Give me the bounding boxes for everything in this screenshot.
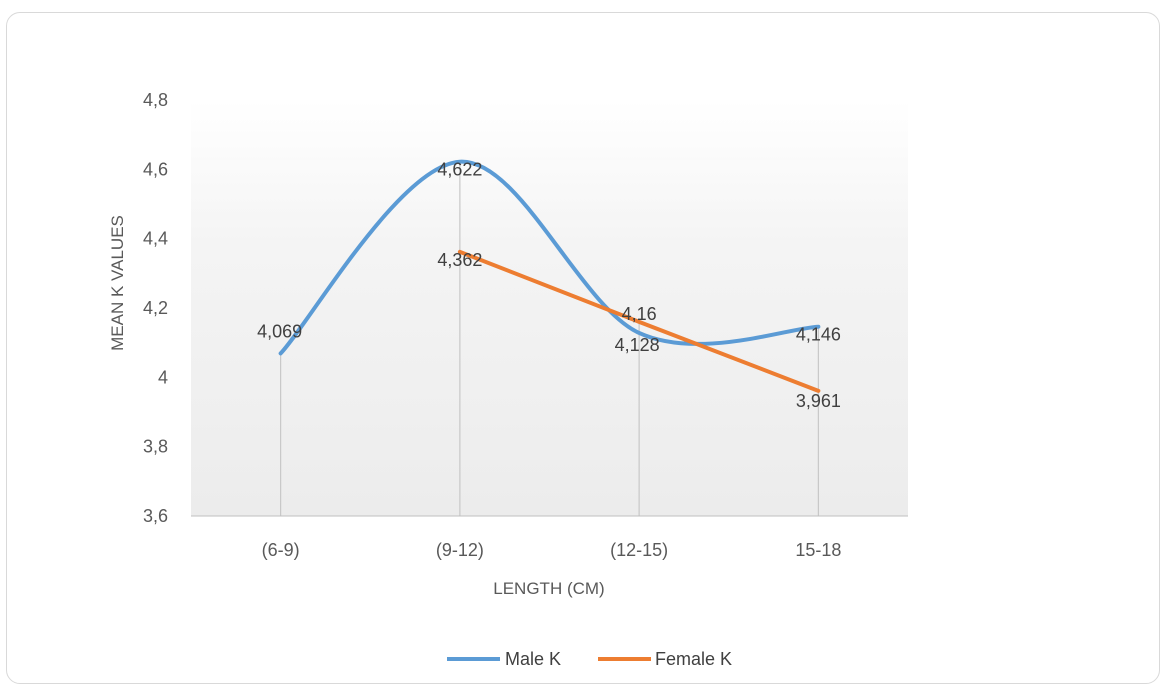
x-tick-label: (6-9) [262,540,300,560]
legend: Male K Female K [447,649,732,669]
data-label: 3,961 [796,391,841,411]
y-tick-label: 4 [158,367,168,387]
series-line-female-k [457,249,821,393]
x-axis-title: LENGTH (CM) [493,579,604,598]
y-axis-title: MEAN K VALUES [108,215,127,351]
y-tick-label: 3,6 [143,506,168,526]
data-label: 4,16 [622,304,657,324]
y-tick-label: 3,8 [143,437,168,457]
data-label: 4,622 [437,160,482,180]
data-label: 4,128 [615,335,660,355]
series-lines [278,159,821,393]
data-label: 4,362 [437,250,482,270]
data-label: 4,069 [257,321,302,341]
data-label: 4,146 [796,325,841,345]
drop-lines [280,161,819,516]
series-line-male-k [278,159,821,356]
x-tick-label: (12-15) [610,540,668,560]
legend-label-female-k: Female K [655,649,732,669]
x-tick-label: (9-12) [436,540,484,560]
y-tick-label: 4,4 [143,229,168,249]
legend-label-male-k: Male K [505,649,561,669]
y-tick-label: 4,2 [143,298,168,318]
y-axis-ticks: 3,6 3,8 4 4,2 4,4 4,6 4,8 [143,90,168,526]
data-labels: 4,069 4,622 4,128 4,146 4,362 4,16 3,961 [257,160,841,411]
x-axis-ticks: (6-9) (9-12) (12-15) 15-18 [262,540,842,560]
y-tick-label: 4,8 [143,90,168,110]
x-tick-label: 15-18 [795,540,841,560]
y-tick-label: 4,6 [143,159,168,179]
plot-area [191,100,908,516]
